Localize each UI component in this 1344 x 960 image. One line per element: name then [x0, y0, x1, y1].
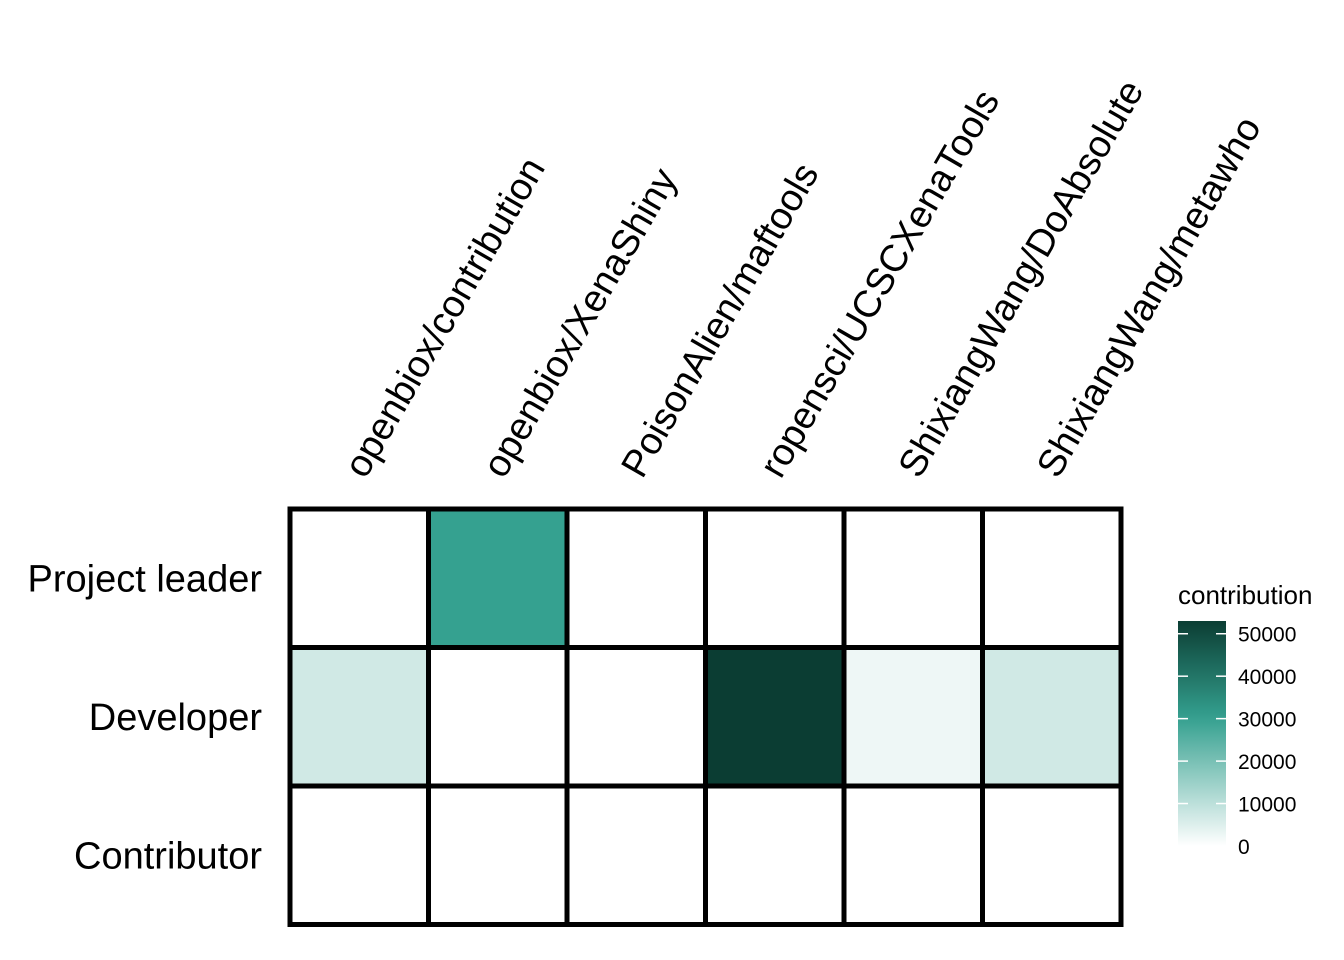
legend-tick-label: 10000: [1238, 794, 1296, 817]
legend-tick-label: 20000: [1238, 751, 1296, 774]
heatmap-cell: [703, 506, 847, 650]
column-label: ropensci/UCSCXenaTools: [752, 83, 1008, 484]
row-labels: Project leader Developer Contributor: [28, 558, 263, 877]
heatmap-cell: [980, 645, 1124, 789]
legend: contribution 0 10000 20000 30000 40000 50000: [1178, 580, 1312, 859]
heatmap-cell: [980, 506, 1124, 650]
heatmap-cells: [287, 506, 1124, 927]
heatmap-cell: [841, 783, 985, 927]
legend-tick-label: 0: [1238, 836, 1250, 859]
row-label: Developer: [89, 697, 263, 739]
legend-title: contribution: [1178, 580, 1312, 610]
heatmap-cell: [841, 645, 985, 789]
heatmap-cell: [426, 506, 570, 650]
legend-tick-label: 30000: [1238, 709, 1296, 732]
row-label: Contributor: [74, 835, 262, 877]
heatmap-cell: [287, 783, 431, 927]
legend-colorbar: [1178, 621, 1226, 846]
heatmap-cell: [564, 506, 708, 650]
heatmap-cell: [426, 645, 570, 789]
column-labels: openbiox/contributionopenbiox/XenaShinyP…: [337, 73, 1270, 484]
legend-tick-label: 40000: [1238, 666, 1296, 689]
heatmap-cell: [287, 645, 431, 789]
heatmap-cell: [564, 645, 708, 789]
row-label: Project leader: [28, 558, 263, 600]
heatmap-cell: [841, 506, 985, 650]
heatmap-cell: [703, 783, 847, 927]
heatmap-cell: [287, 506, 431, 650]
legend-tick-label: 50000: [1238, 624, 1296, 647]
heatmap-cell: [703, 645, 847, 789]
heatmap-cell: [426, 783, 570, 927]
heatmap-cell: [980, 783, 1124, 927]
column-label: ShixiangWang/DoAbsolute: [891, 73, 1153, 484]
legend-ticks: 0 10000 20000 30000 40000 50000: [1178, 624, 1296, 859]
heatmap-cell: [564, 783, 708, 927]
